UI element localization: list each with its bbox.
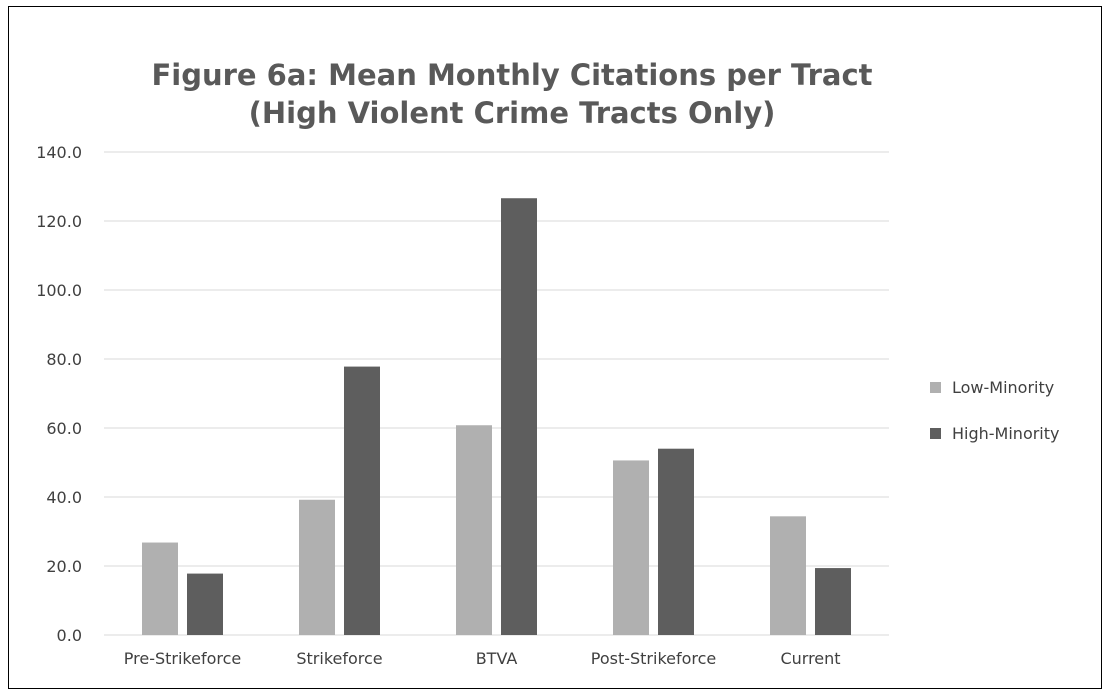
bar-low-minority-3	[613, 460, 649, 635]
chart-title-line-1: Figure 6a: Mean Monthly Citations per Tr…	[151, 58, 872, 92]
bar-low-minority-1	[299, 499, 335, 635]
x-tick-label-1: Strikeforce	[296, 649, 382, 668]
legend-label-0: Low-Minority	[952, 378, 1054, 397]
y-tick-label-4: 80.0	[46, 350, 82, 369]
bar-high-minority-4	[815, 568, 851, 635]
bar-high-minority-1	[344, 366, 380, 635]
bar-high-minority-0	[187, 573, 223, 635]
y-tick-label-2: 40.0	[46, 488, 82, 507]
y-tick-label-0: 0.0	[57, 626, 82, 645]
x-tick-label-0: Pre-Strikeforce	[124, 649, 242, 668]
y-tick-label-7: 140.0	[36, 143, 82, 162]
chart-title: Figure 6a: Mean Monthly Citations per Tr…	[151, 58, 872, 130]
chart-title-line-2: (High Violent Crime Tracts Only)	[249, 96, 776, 130]
y-tick-label-1: 20.0	[46, 557, 82, 576]
x-tick-label-4: Current	[780, 649, 840, 668]
legend-swatch-1	[930, 428, 941, 439]
bar-high-minority-2	[501, 198, 537, 636]
bar-high-minority-3	[658, 448, 694, 635]
x-axis-tick-labels: Pre-Strikeforce Strikeforce BTVA Post-Strik…	[124, 649, 841, 668]
bar-low-minority-0	[142, 542, 178, 635]
bar-low-minority-4	[770, 516, 806, 635]
gridlines	[104, 151, 889, 636]
y-tick-label-6: 120.0	[36, 212, 82, 231]
y-axis-tick-labels: 0.0 20.0 40.0 60.0 80.0 100.0 120.0 140.0	[36, 143, 82, 645]
y-tick-label-3: 60.0	[46, 419, 82, 438]
legend-label-1: High-Minority	[952, 424, 1060, 443]
legend: Low-Minority High-Minority	[930, 378, 1060, 443]
x-tick-label-2: BTVA	[476, 649, 518, 668]
y-tick-label-5: 100.0	[36, 281, 82, 300]
bar-low-minority-2	[456, 425, 492, 635]
legend-swatch-0	[930, 382, 941, 393]
bars	[142, 198, 851, 636]
x-tick-label-3: Post-Strikeforce	[591, 649, 717, 668]
